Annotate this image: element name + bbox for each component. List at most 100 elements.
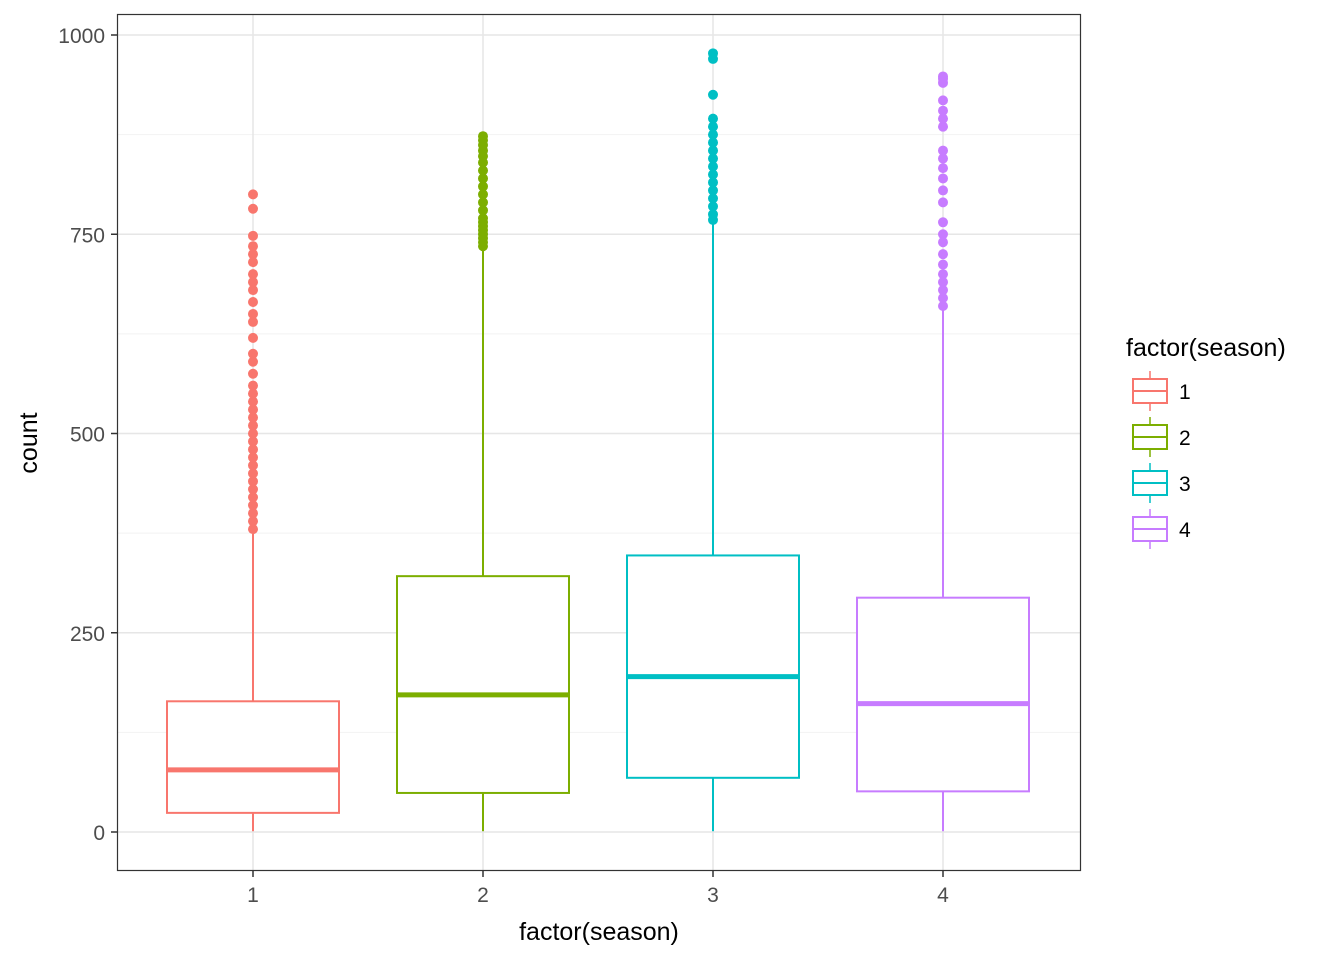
box [166, 700, 340, 814]
legend-label: 3 [1179, 473, 1191, 496]
outlier-point [248, 203, 258, 214]
legend-item-3: 3 [1132, 463, 1191, 503]
outlier-point [248, 476, 258, 487]
outlier-point [708, 113, 718, 124]
outlier-point [248, 285, 258, 296]
outlier-point [248, 524, 258, 535]
outlier-point [248, 484, 258, 495]
y-tick-label: 250 [70, 623, 105, 646]
outlier-point [248, 308, 258, 319]
x-axis-title: factor(season) [519, 918, 679, 946]
outlier-point [938, 163, 948, 174]
box [626, 554, 800, 779]
outlier-point [478, 173, 488, 184]
outlier-point [248, 230, 258, 241]
outlier-point [708, 129, 718, 140]
legend-item-4: 4 [1132, 509, 1191, 549]
outlier-point [708, 201, 718, 212]
outlier-point [708, 145, 718, 156]
x-tick-label: 4 [937, 884, 949, 907]
outlier-point [938, 285, 948, 296]
boxplots [166, 48, 1030, 832]
legend-item-2: 2 [1132, 417, 1191, 457]
outlier-point [708, 169, 718, 180]
outlier-point [708, 209, 718, 220]
box [856, 596, 1030, 793]
outlier-point [248, 368, 258, 379]
outlier-point [248, 257, 258, 268]
outlier-point [248, 508, 258, 519]
outlier-point [708, 193, 718, 204]
outlier-point [478, 197, 488, 208]
outlier-point [938, 217, 948, 228]
outlier-point [248, 420, 258, 431]
legend-title: factor(season) [1126, 334, 1286, 362]
outlier-point [938, 95, 948, 106]
outlier-point [938, 173, 948, 184]
outlier-point [248, 404, 258, 415]
y-tick-label: 750 [70, 224, 105, 247]
outlier-point [478, 165, 488, 176]
outlier-point [248, 316, 258, 327]
outlier-point [248, 348, 258, 359]
outlier-point [248, 492, 258, 503]
outlier-point [248, 332, 258, 343]
x-tick-label: 3 [707, 884, 719, 907]
outlier-point [938, 249, 948, 260]
outlier-point [708, 121, 718, 132]
outlier-point [938, 105, 948, 116]
outlier-point [938, 229, 948, 240]
outlier-point [248, 412, 258, 423]
y-tick-label: 0 [93, 822, 105, 845]
outlier-point [938, 277, 948, 288]
outlier-point [708, 185, 718, 196]
outlier-point [708, 48, 718, 59]
outlier-point [248, 460, 258, 471]
outlier-point [478, 181, 488, 192]
outlier-point [248, 296, 258, 307]
outlier-point [938, 113, 948, 124]
legend: factor(season) 1 2 3 4 [1126, 334, 1286, 549]
outlier-point [938, 300, 948, 311]
outlier-point [938, 153, 948, 164]
outlier-point [248, 277, 258, 288]
outlier-point [248, 356, 258, 367]
outlier-point [708, 89, 718, 100]
legend-item-1: 1 [1132, 371, 1191, 411]
outlier-point [248, 516, 258, 527]
outlier-point [938, 185, 948, 196]
outlier-point [938, 71, 948, 82]
outlier-point [248, 452, 258, 463]
outlier-point [248, 436, 258, 447]
outlier-point [938, 121, 948, 132]
outlier-point [708, 177, 718, 188]
legend-label: 2 [1179, 427, 1191, 450]
outlier-point [248, 428, 258, 439]
panel-border [116, 13, 1082, 872]
x-tick-label: 2 [477, 884, 489, 907]
outlier-point [248, 388, 258, 399]
y-tick-label: 500 [70, 424, 105, 447]
box [396, 575, 570, 794]
axes: 0 250 500 750 1000 1 2 3 4 [58, 25, 949, 907]
outlier-point [248, 396, 258, 407]
y-tick-label: 1000 [58, 25, 105, 48]
outlier-point [708, 137, 718, 148]
outlier-point [478, 205, 488, 216]
boxplot-1 [166, 189, 340, 832]
outlier-point [248, 269, 258, 280]
outlier-point [938, 237, 948, 248]
outlier-point [248, 500, 258, 511]
outlier-point [938, 259, 948, 270]
outlier-point [248, 380, 258, 391]
boxplot-4 [856, 71, 1030, 832]
y-axis-title: count [15, 412, 43, 473]
outlier-point [708, 153, 718, 164]
outlier-point [248, 189, 258, 200]
outlier-point [248, 241, 258, 252]
legend-label: 1 [1179, 381, 1191, 404]
legend-label: 4 [1179, 519, 1191, 542]
outlier-point [478, 131, 488, 142]
